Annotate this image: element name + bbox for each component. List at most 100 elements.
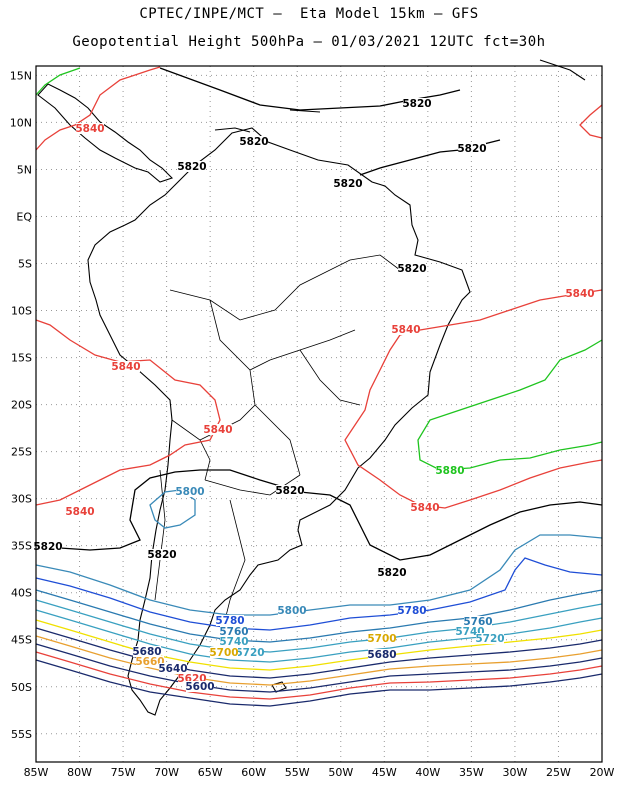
lat-label: 5N [17, 163, 32, 176]
contour-label-bg [178, 161, 206, 172]
lat-label: 15N [10, 69, 32, 82]
contour-5660 [35, 635, 603, 686]
contour-label: 5780 [397, 605, 426, 617]
lon-label: 20W [590, 766, 615, 779]
map-title: CPTEC/INPE/MCT – Eta Model 15km – GFS [139, 6, 479, 22]
contour-label: 5840 [565, 288, 594, 300]
south-america-coast [87, 127, 471, 716]
contour-label: 5840 [203, 424, 232, 436]
contour-label: 5840 [65, 506, 94, 518]
lat-lon-grid [35, 66, 603, 762]
contour-label: 5700 [367, 633, 396, 645]
contour-label-bg [398, 605, 426, 616]
caribbean-islands [214, 59, 586, 133]
lat-label: 10S [11, 305, 32, 318]
contour-5880-north [35, 67, 81, 96]
lat-label: 20S [11, 399, 32, 412]
contour-label-bg [34, 541, 62, 552]
contour-label-bg [133, 646, 161, 657]
lat-label: EQ [16, 210, 32, 223]
country-borders [154, 254, 401, 641]
contour-label: 5820 [177, 161, 206, 173]
contour-5800-south [35, 534, 603, 616]
lon-label: 70W [154, 766, 179, 779]
contour-label-bg [178, 673, 206, 684]
contour-label-bg [378, 567, 406, 578]
contour-label: 5880 [435, 465, 464, 477]
contour-label-bg [220, 626, 248, 637]
contour-label: 5680 [367, 649, 396, 661]
contour-label: 5800 [277, 605, 306, 617]
contour-label: 5840 [391, 324, 420, 336]
contour-label-bg [220, 636, 248, 647]
lat-label: 45S [11, 634, 32, 647]
contour-label-bg [456, 626, 484, 637]
lat-label: 15S [11, 352, 32, 365]
contour-label-bg [136, 656, 164, 667]
map-subtitle: Geopotential Height 500hPa – 01/03/2021 … [72, 34, 546, 50]
contour-label-bg [398, 263, 426, 274]
contour-5680 [35, 627, 603, 679]
contour-label: 5820 [397, 263, 426, 275]
contour-label-bg [176, 486, 204, 497]
contour-label-bg [66, 506, 94, 517]
contour-5840-west [35, 319, 221, 506]
lat-label: 25S [11, 446, 32, 459]
contour-5740 [35, 599, 603, 653]
contour-5780 [35, 557, 603, 631]
contour-label-bg [276, 485, 304, 496]
contour-label-bg [216, 615, 244, 626]
contour-label: 5740 [219, 636, 248, 648]
contour-label: 5760 [219, 626, 248, 638]
lat-label: 50S [11, 681, 32, 694]
contour-label-bg [204, 424, 232, 435]
contour-5720 [35, 609, 603, 663]
lon-label: 30W [502, 766, 527, 779]
lat-label: 40S [11, 587, 32, 600]
contour-label: 5820 [147, 549, 176, 561]
lon-label: 45W [372, 766, 397, 779]
lat-label: 30S [11, 493, 32, 506]
lon-label: 35W [459, 766, 484, 779]
latitude-labels: 15N 10N 5N EQ 5S 10S 15S 20S 25S 30S 35S 40S 45S 50S 5… [10, 69, 33, 740]
lon-label: 75W [111, 766, 136, 779]
contour-label: 5820 [457, 143, 486, 155]
lon-label: 25W [546, 766, 571, 779]
contour-label-bg [76, 123, 104, 134]
contour-label: 5820 [239, 136, 268, 148]
contour-label: 5640 [158, 663, 187, 675]
contour-label-bg [210, 647, 238, 658]
contour-5840-east [344, 289, 603, 509]
lon-label: 80W [67, 766, 92, 779]
contour-labels: 5840 5820 5820 5820 5820 5820 5820 5840 5840 5840… [33, 98, 595, 693]
lon-label: 55W [285, 766, 310, 779]
contour-5620 [35, 651, 603, 700]
contour-label-bg [368, 649, 396, 660]
contour-label: 5820 [333, 178, 362, 190]
contour-label: 5780 [215, 615, 244, 627]
contour-label: 5760 [463, 616, 492, 628]
lon-label: 50W [328, 766, 353, 779]
contour-label: 5840 [75, 123, 104, 135]
contour-label-bg [476, 633, 504, 644]
contour-label-bg [278, 605, 306, 616]
contour-5840-ne [579, 104, 603, 139]
contours [35, 66, 603, 707]
contour-label: 5840 [111, 361, 140, 373]
contour-5840-north [35, 66, 161, 151]
contour-label-bg [368, 633, 396, 644]
contour-label-bg [334, 178, 362, 189]
contour-label-bg [392, 324, 420, 335]
contour-5760 [35, 589, 603, 643]
contour-5820-north [159, 67, 461, 111]
longitude-labels: 85W 80W 75W 70W 65W 60W 55W 50W 45W 40W 35W 30W 25W 2… [24, 766, 615, 779]
contour-label: 5840 [410, 502, 439, 514]
contour-label-bg [186, 681, 214, 692]
lat-label: 5S [18, 258, 32, 271]
contour-label-bg [240, 136, 268, 147]
contour-5600 [35, 659, 603, 707]
contour-label: 5600 [185, 681, 214, 693]
lat-label: 55S [11, 728, 32, 741]
contour-label: 5820 [275, 485, 304, 497]
